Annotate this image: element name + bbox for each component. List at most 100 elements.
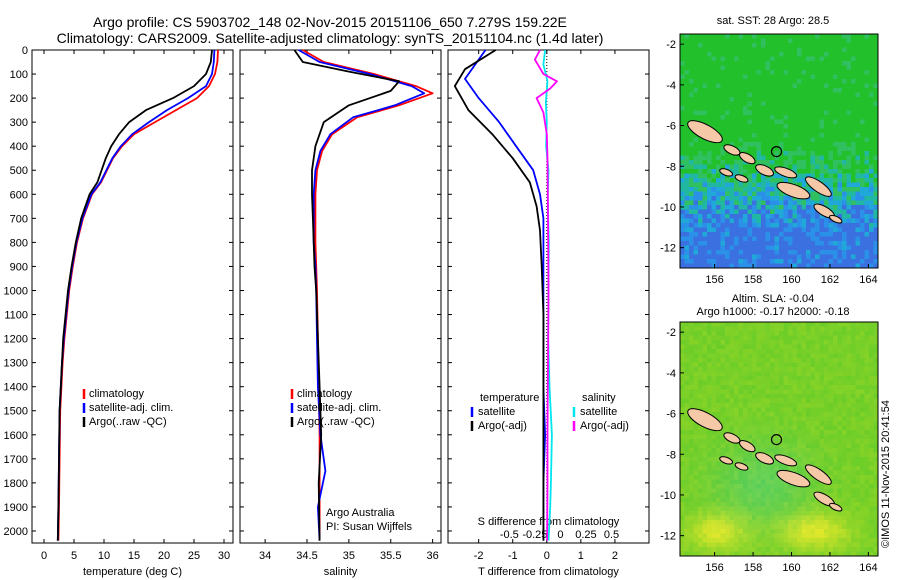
map-cell [761, 200, 766, 206]
map-cell [837, 326, 843, 332]
map-cell [738, 358, 744, 363]
map-cell [698, 65, 703, 71]
map-cell [711, 115, 717, 120]
map-cell [770, 227, 775, 233]
map-cell [743, 434, 748, 440]
map-cell [770, 362, 775, 368]
map-cell [711, 511, 717, 516]
map-cell [801, 259, 807, 264]
map-cell [711, 250, 717, 255]
map-cell [684, 164, 690, 170]
map-cell [725, 43, 730, 48]
map-cell [680, 551, 685, 557]
map-cell [864, 241, 870, 246]
map-cell [680, 232, 685, 237]
credit-text: ©IMOS 11-Nov-2015 20:41:54 [880, 400, 892, 548]
map-cell [842, 529, 847, 534]
map-cell [698, 452, 703, 458]
map-cell [864, 88, 870, 93]
map-cell [815, 506, 820, 512]
map-cell [846, 106, 852, 111]
map-cell [738, 511, 744, 516]
map-cell [747, 232, 753, 237]
map-cell [824, 79, 829, 84]
map-cell [788, 38, 793, 44]
map-cell [815, 484, 820, 489]
map-cell [869, 385, 874, 390]
map-cell [815, 151, 820, 156]
x-tick-label-temperature: 30 [218, 550, 230, 562]
map-cell [720, 79, 726, 84]
map-cell [702, 371, 708, 377]
map-cell [716, 529, 721, 534]
map-cell [842, 43, 847, 48]
map-cell [725, 439, 730, 444]
annotation-text: PI: Susan Wijffels [326, 521, 412, 533]
map-cell [761, 160, 766, 165]
map-cell [774, 142, 780, 147]
map-cell [824, 421, 829, 426]
map-cell [756, 47, 762, 53]
map-cell [860, 209, 865, 215]
map-cell [792, 209, 798, 215]
map-cell [720, 371, 726, 377]
map-cell [783, 371, 789, 377]
map-cell [792, 542, 798, 548]
map-cell [752, 340, 757, 345]
map-cell [828, 254, 834, 260]
map-cell [693, 65, 699, 71]
map-cell [743, 124, 748, 129]
map-cell [792, 529, 798, 534]
map-cell [765, 223, 771, 228]
map-cell [797, 385, 802, 390]
map-cell [864, 335, 870, 341]
map-cell [810, 425, 816, 431]
map-cell [716, 389, 721, 395]
map-cell [851, 484, 856, 489]
map-cell [734, 425, 739, 431]
map-cell [734, 457, 739, 462]
map-cell [765, 515, 771, 521]
map-cell [824, 326, 829, 332]
map-cell [864, 173, 870, 179]
map-cell [806, 110, 811, 116]
map-cell [729, 92, 735, 98]
map-cell [702, 106, 708, 111]
map-cell [779, 263, 784, 269]
map-cell [761, 376, 766, 381]
map-cell [869, 115, 874, 120]
map-cell [797, 115, 802, 120]
map-cell [765, 106, 771, 111]
map-cell [846, 34, 852, 39]
map-cell [756, 106, 762, 111]
map-cell [729, 169, 735, 174]
map-cell [738, 169, 744, 174]
map-cell [770, 380, 775, 386]
map-cell [851, 430, 856, 435]
map-cell [837, 542, 843, 548]
map-cell [729, 88, 735, 93]
map-cell [869, 362, 874, 368]
map-cell [873, 529, 879, 534]
map-cell [725, 425, 730, 431]
map-cell [702, 398, 708, 404]
map-cell [702, 461, 708, 467]
map-cell [810, 38, 816, 44]
map-cell [869, 250, 874, 255]
map-cell [702, 376, 708, 381]
map-cell [738, 340, 744, 345]
map-cell [756, 511, 762, 516]
map-cell [828, 83, 834, 89]
map-cell [761, 349, 766, 354]
map-cell [765, 74, 771, 80]
map-cell [684, 115, 690, 120]
map-cell [815, 538, 820, 543]
map-cell [725, 250, 730, 255]
map-cell [734, 110, 739, 116]
map-cell [756, 502, 762, 507]
map-cell [810, 380, 816, 386]
map-cell [788, 142, 793, 147]
map-cell [797, 506, 802, 512]
map-cell [824, 353, 829, 359]
map-cell [770, 412, 775, 417]
